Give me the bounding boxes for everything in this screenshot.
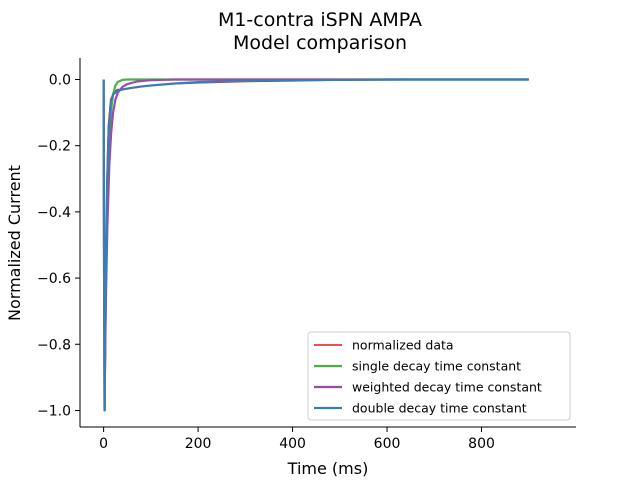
chart-subtitle: Model comparison (233, 32, 407, 54)
chart-title: M1-contra iSPN AMPA (218, 9, 422, 31)
y-tick-label: −0.8 (37, 337, 71, 353)
plot-lines (102, 78, 529, 412)
legend-label: double decay time constant (352, 401, 527, 416)
y-tick-label: −0.6 (37, 271, 71, 287)
y-tick-label: −0.2 (37, 139, 71, 155)
y-ticks: 0.0 −0.2 −0.4 −0.6 −0.8 −1.0 (37, 73, 80, 419)
x-ticks: 0 200 400 600 800 (99, 427, 495, 452)
y-tick-label: 0.0 (49, 73, 71, 89)
legend-items: normalized data single decay time constan… (314, 338, 542, 416)
y-tick-label: −0.4 (37, 205, 71, 221)
x-tick-label: 600 (374, 436, 401, 452)
x-tick-label: 200 (185, 436, 212, 452)
x-axis-label: Time (ms) (287, 459, 369, 478)
x-tick-label: 0 (99, 436, 108, 452)
legend-label: weighted decay time constant (352, 380, 542, 395)
legend-frame (307, 331, 571, 421)
legend-label: normalized data (352, 338, 454, 353)
y-tick-label: −1.0 (37, 403, 71, 419)
series-line-3 (102, 78, 529, 412)
y-axis-label: Normalized Current (5, 165, 24, 321)
x-tick-label: 400 (279, 436, 306, 452)
x-tick-label: 800 (468, 436, 495, 452)
legend: normalized data single decay time constan… (307, 331, 571, 421)
legend-label: single decay time constant (352, 359, 521, 374)
